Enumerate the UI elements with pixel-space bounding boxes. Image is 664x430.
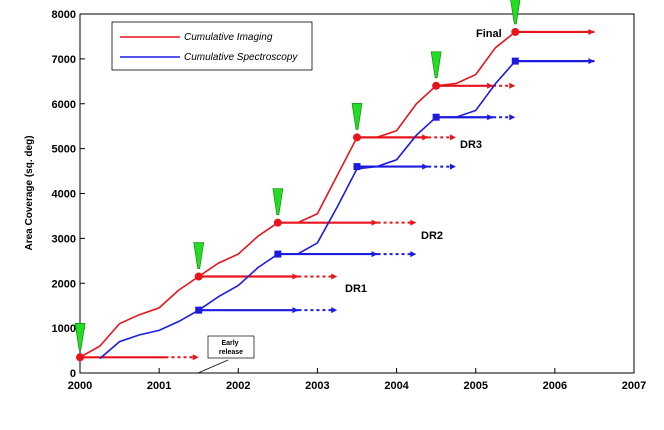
release-arrowhead	[509, 82, 516, 89]
release-arrowhead	[371, 251, 378, 258]
series-lines	[79, 31, 516, 360]
release-point-spectroscopy	[432, 113, 440, 121]
release-arrowhead	[422, 163, 429, 170]
y-axis: 0 1000 2000 3000 4000 5000 6000 7000 8000	[52, 9, 85, 380]
x-tick-label: 2001	[147, 380, 171, 392]
release-arrowhead	[292, 307, 299, 314]
legend-label-spectroscopy: Cumulative Spectroscopy	[184, 52, 298, 63]
release-label-final: Final	[476, 28, 502, 40]
release-arrowhead	[192, 354, 199, 361]
y-tick-label: 4000	[52, 189, 76, 201]
legend: Cumulative Imaging Cumulative Spectrosco…	[111, 21, 313, 71]
release-point-spectroscopy	[353, 163, 361, 171]
series-line-imaging	[79, 31, 516, 358]
release-arrowhead	[410, 251, 417, 258]
y-tick-label: 6000	[52, 99, 76, 111]
release-arrowhead	[509, 114, 516, 121]
release-arrowhead	[410, 219, 417, 226]
release-arrowhead	[449, 163, 456, 170]
release-arrowhead	[487, 114, 494, 121]
x-tick-label: 2006	[543, 380, 567, 392]
x-tick-label: 2005	[463, 380, 487, 392]
release-flag-icon	[74, 322, 86, 350]
y-tick-label: 0	[70, 368, 76, 380]
early-release-box	[207, 335, 255, 359]
release-arrowhead	[487, 82, 494, 89]
early-release-leader	[197, 359, 229, 374]
y-tick-label: 1000	[52, 323, 76, 335]
release-label-dr1: DR1	[345, 283, 367, 295]
release-arrowhead	[449, 134, 456, 141]
release-arrowhead	[588, 58, 595, 65]
x-tick-label: 2002	[226, 380, 250, 392]
release-flag-icon	[510, 0, 521, 25]
legend-label-imaging: Cumulative Imaging	[184, 32, 273, 43]
series-line-spectroscopy	[99, 60, 516, 360]
release-point-spectroscopy	[274, 250, 282, 258]
release-arrowhead	[422, 134, 429, 141]
x-tick-label: 2004	[384, 380, 409, 392]
early-release-label: Early release	[219, 340, 243, 356]
y-axis-label: Area Coverage (sq. deg)	[24, 135, 35, 250]
release-point-imaging	[353, 133, 361, 142]
release-flag-icon	[430, 51, 442, 79]
release-flag-icon	[351, 103, 363, 130]
y-tick-label: 7000	[52, 54, 76, 66]
x-tick-label: 2007	[622, 380, 646, 392]
y-tick-label: 3000	[52, 233, 76, 245]
release-arrowhead	[331, 307, 338, 314]
y-tick-label: 2000	[52, 278, 76, 290]
early-release-label-word-1: Early	[221, 340, 238, 347]
release-point-imaging	[76, 353, 84, 362]
y-tick-label: 8000	[52, 9, 76, 21]
release-point-spectroscopy	[195, 306, 203, 314]
release-arrowhead	[331, 273, 338, 280]
release-lines	[80, 28, 595, 361]
legend-box	[111, 21, 313, 71]
x-axis: 2000 2001 2002 2003 2004 2005 2006 2007	[68, 368, 646, 392]
early-release-label-word-2: release	[219, 349, 243, 356]
release-label-dr3: DR3	[460, 139, 482, 151]
release-point-imaging	[511, 27, 520, 36]
early-release-callout: Early release	[197, 335, 255, 374]
y-tick-label: 5000	[52, 144, 76, 156]
release-flag-icon	[193, 242, 205, 269]
release-arrowhead	[588, 28, 595, 35]
release-flag-icon	[272, 188, 284, 215]
release-label-dr2: DR2	[421, 230, 443, 242]
x-tick-label: 2000	[68, 380, 92, 392]
release-point-imaging	[194, 272, 203, 281]
release-point-imaging	[273, 218, 282, 227]
release-arrowhead	[371, 219, 378, 226]
x-tick-label: 2003	[305, 380, 329, 392]
release-point-imaging	[432, 81, 441, 90]
release-point-spectroscopy	[511, 57, 519, 65]
release-markers	[74, 0, 521, 362]
release-arrowhead	[292, 273, 299, 280]
